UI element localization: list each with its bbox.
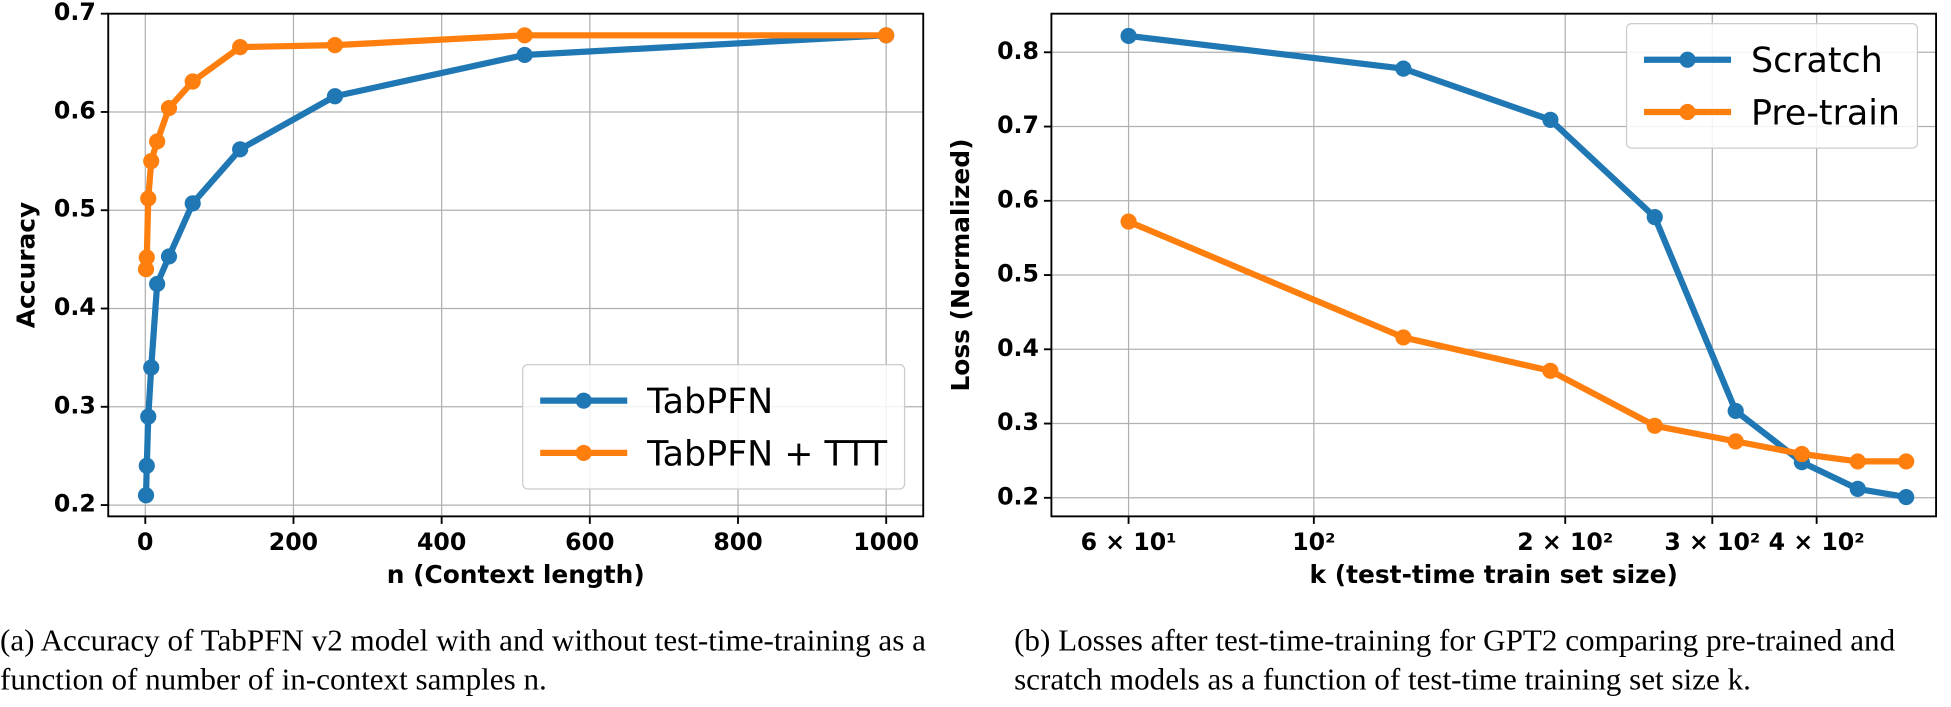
legend-marker — [575, 392, 592, 409]
y-tick-label: 0.6 — [54, 96, 96, 124]
y-tick-label: 0.4 — [997, 334, 1039, 362]
data-point — [137, 487, 155, 504]
data-point — [232, 39, 249, 56]
data-point — [149, 275, 166, 293]
data-point — [1646, 417, 1663, 434]
x-tick-label: 0 — [137, 528, 153, 556]
data-point — [138, 249, 155, 266]
x-tick-label: 4 × 10² — [1769, 528, 1865, 556]
y-axis-label: Accuracy — [11, 202, 40, 328]
legend-marker — [575, 444, 592, 461]
data-point — [516, 27, 533, 44]
legend-marker — [1679, 51, 1696, 68]
data-point — [1395, 60, 1412, 77]
legend-box — [1625, 23, 1919, 149]
series-line — [1127, 218, 1907, 465]
data-point — [137, 261, 155, 278]
data-point — [143, 359, 160, 376]
plot-frame — [1050, 12, 1938, 518]
data-point — [143, 153, 160, 170]
legend-label: TabPFN + TTT — [646, 434, 888, 474]
y-tick-label: 0.8 — [997, 37, 1039, 65]
y-axis-label: Loss (Normalized) — [946, 139, 975, 392]
data-point — [1898, 453, 1915, 470]
data-point — [516, 46, 533, 64]
x-tick-label: 400 — [417, 528, 466, 556]
data-point — [1849, 480, 1866, 497]
data-point — [160, 248, 178, 265]
x-tick-label: 200 — [269, 528, 318, 556]
y-tick-label: 0.4 — [54, 293, 96, 321]
x-tick-label: 800 — [713, 528, 762, 556]
data-point — [160, 99, 178, 117]
x-tick-label: 3 × 10² — [1664, 528, 1760, 556]
x-axis-label: k (test-time train set size) — [1310, 560, 1678, 589]
y-tick-label: 0.3 — [997, 408, 1039, 436]
data-point — [184, 195, 201, 212]
caption: (a) Accuracy of TabPFN v2 model with and… — [0, 624, 926, 697]
y-tick-label: 0.6 — [997, 185, 1039, 213]
legend: TabPFN TabPFN + TTT — [522, 363, 906, 490]
caption: (b) Losses after test-time-training for … — [1014, 624, 1896, 697]
y-tick-label: 0.5 — [997, 260, 1039, 288]
data-point — [1542, 362, 1559, 379]
x-tick-label: 2 × 10² — [1517, 528, 1613, 556]
y-tick-label: 0.2 — [997, 482, 1039, 510]
data-point — [140, 408, 157, 425]
legend-box — [522, 363, 906, 490]
chart: 0.2 0.3 0.4 0.5 0.6 0.7 0 200 400 600 800 1000 n (Co… — [11, 0, 1938, 589]
legend-label: Pre-train — [1751, 93, 1900, 133]
data-point — [232, 141, 249, 158]
x-tick-label: 10² — [1292, 528, 1335, 556]
y-tick-label: 0.3 — [54, 391, 96, 419]
plot-frame — [107, 12, 925, 518]
data-point — [1727, 433, 1744, 450]
x-tick-label: 1000 — [853, 528, 919, 556]
data-point — [138, 457, 155, 474]
legend-label: Scratch — [1751, 41, 1883, 81]
y-tick-label: 0.7 — [997, 111, 1039, 139]
legend-label: TabPFN — [646, 382, 773, 422]
data-point — [1542, 111, 1559, 128]
y-tick-label: 0.5 — [54, 195, 96, 223]
data-point — [184, 73, 201, 90]
legend-marker — [1679, 103, 1696, 121]
y-tick-label: 0.2 — [54, 490, 96, 518]
data-point — [1646, 209, 1663, 226]
series-line — [142, 32, 887, 270]
data-point — [878, 27, 895, 44]
y-tick-label: 0.7 — [54, 0, 96, 26]
x-axis-label: n (Context length) — [387, 560, 645, 589]
data-point — [1120, 27, 1137, 45]
data-point — [1898, 488, 1915, 506]
data-point — [326, 88, 344, 105]
data-point — [140, 190, 157, 207]
x-tick-label: 600 — [565, 528, 614, 556]
data-point — [1395, 329, 1412, 346]
data-point — [1793, 445, 1810, 463]
data-point — [326, 37, 344, 54]
data-point — [1120, 213, 1137, 230]
data-point — [1849, 453, 1866, 470]
data-point — [149, 133, 166, 150]
series-line — [1128, 32, 1907, 501]
legend: Scratch Pre-train — [1625, 23, 1919, 149]
x-tick-label: 6 × 10¹ — [1081, 528, 1177, 556]
data-point — [1727, 402, 1744, 420]
